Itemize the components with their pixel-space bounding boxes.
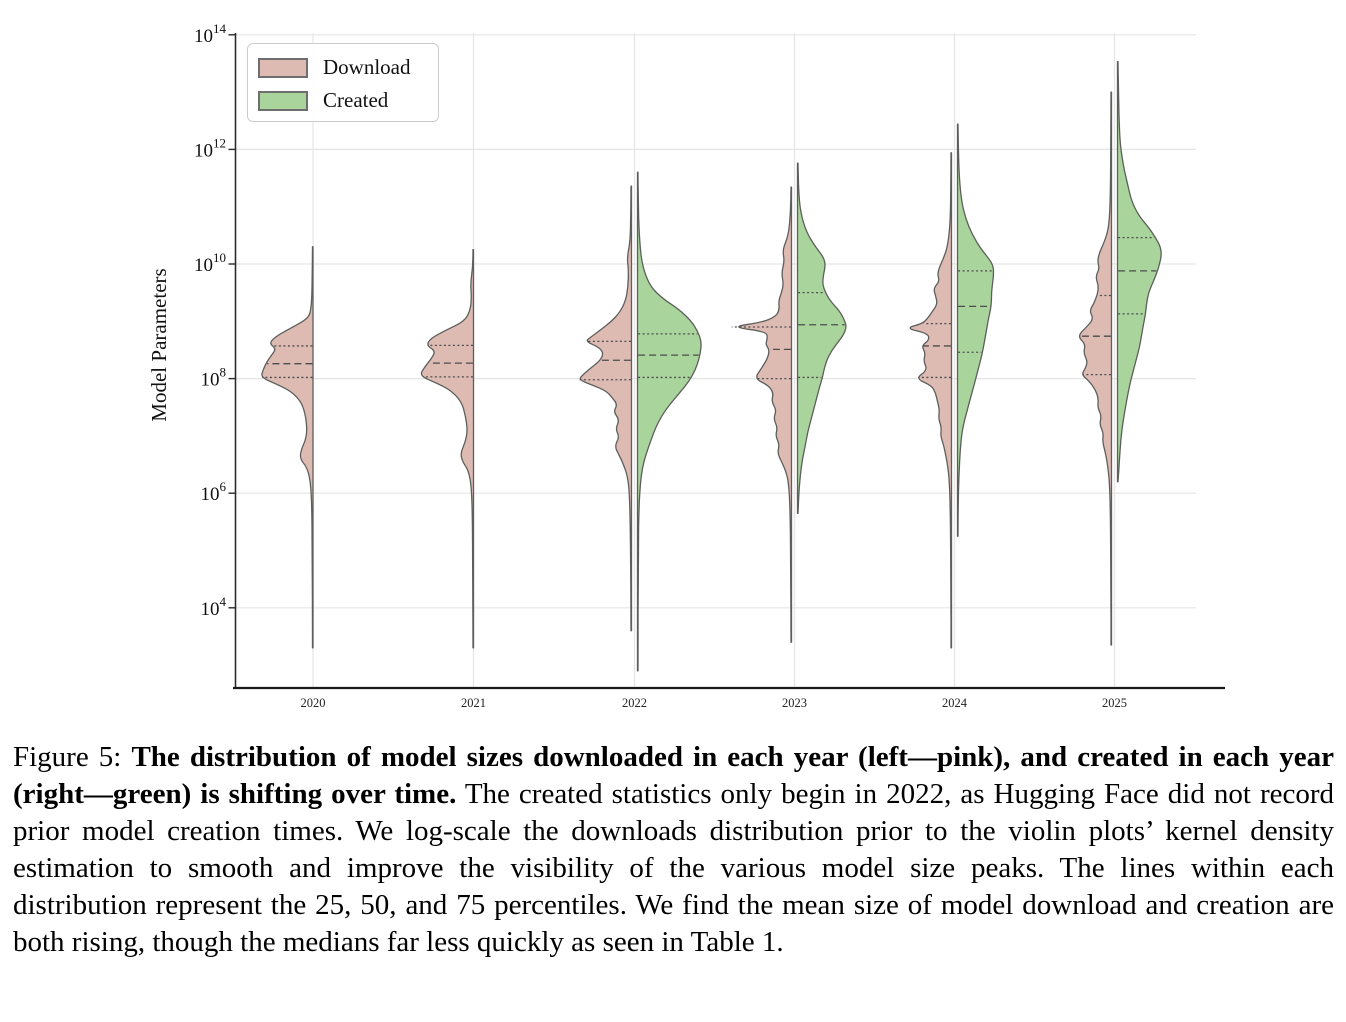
created-swatch-icon bbox=[258, 90, 308, 111]
legend-row-created: Created bbox=[258, 84, 438, 117]
x-tick-label-2024: 2024 bbox=[942, 696, 968, 710]
violin-chart: 104 106 108 1010 1012 1014 2020 2021 2022 2023 202… bbox=[147, 21, 1225, 710]
x-tick-label-2021: 2021 bbox=[461, 696, 486, 710]
download-swatch-icon bbox=[258, 57, 308, 78]
legend-row-download: Download bbox=[258, 51, 438, 84]
y-tick-label-1e12: 1012 bbox=[194, 135, 226, 161]
y-tick-label-1e6: 106 bbox=[201, 479, 227, 505]
y-tick-label-1e14: 1014 bbox=[194, 21, 227, 47]
x-tick-label-2025: 2025 bbox=[1102, 696, 1127, 710]
caption-prefix: Figure 5: bbox=[13, 741, 132, 773]
y-tick-label-1e10: 1010 bbox=[194, 250, 226, 276]
caption-bold: The distribution of model sizes download… bbox=[13, 741, 1334, 810]
violin-2022-download bbox=[579, 185, 633, 632]
legend-label-download: Download bbox=[323, 55, 411, 79]
violin-2024-created bbox=[956, 123, 995, 537]
violin-2021-download bbox=[420, 249, 475, 649]
violin-2023-created bbox=[796, 162, 847, 514]
figure-5: 104 106 108 1010 1012 1014 2020 2021 2022 2023 202… bbox=[147, 21, 1225, 710]
violin-2023-download bbox=[738, 186, 793, 643]
y-tick-label-1e4: 104 bbox=[201, 594, 227, 620]
legend: Download Created bbox=[247, 43, 439, 122]
violin-2020-download bbox=[261, 246, 314, 649]
violin-2025-created bbox=[1116, 61, 1162, 483]
legend-label-created: Created bbox=[323, 88, 389, 112]
x-tick-label-2020: 2020 bbox=[301, 696, 326, 710]
violin-2025-download bbox=[1078, 91, 1113, 646]
caption-rest: The created statistics only begin in 202… bbox=[13, 778, 1334, 958]
violin-2024-download bbox=[909, 152, 953, 649]
x-tick-label-2023: 2023 bbox=[782, 696, 807, 710]
violin-2022-created bbox=[636, 171, 702, 672]
y-axis-label: Model Parameters bbox=[147, 268, 171, 421]
y-tick-label-1e8: 108 bbox=[201, 365, 227, 391]
figure-caption: Figure 5: The distribution of model size… bbox=[13, 739, 1334, 961]
x-tick-label-2022: 2022 bbox=[622, 696, 647, 710]
